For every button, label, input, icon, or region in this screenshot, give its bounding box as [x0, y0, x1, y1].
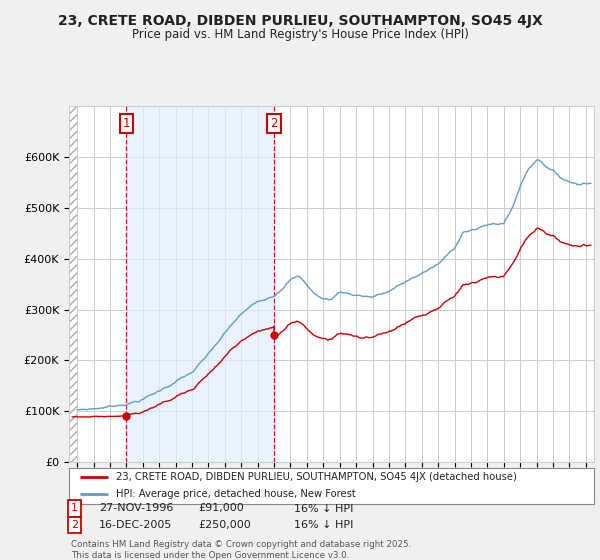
Text: HPI: Average price, detached house, New Forest: HPI: Average price, detached house, New … [116, 489, 356, 499]
Text: 2: 2 [271, 117, 278, 130]
Text: 1: 1 [71, 503, 78, 514]
Text: Contains HM Land Registry data © Crown copyright and database right 2025.
This d: Contains HM Land Registry data © Crown c… [71, 540, 411, 560]
Text: 16% ↓ HPI: 16% ↓ HPI [294, 520, 353, 530]
Text: £91,000: £91,000 [198, 503, 244, 514]
Bar [127, 106, 274, 462]
Text: 16% ↓ HPI: 16% ↓ HPI [294, 503, 353, 514]
Text: 27-NOV-1996: 27-NOV-1996 [99, 503, 173, 514]
Text: 1: 1 [122, 117, 130, 130]
Text: 16-DEC-2005: 16-DEC-2005 [99, 520, 172, 530]
Text: £250,000: £250,000 [198, 520, 251, 530]
Text: 2: 2 [71, 520, 78, 530]
Text: Price paid vs. HM Land Registry's House Price Index (HPI): Price paid vs. HM Land Registry's House … [131, 28, 469, 41]
Bar [69, 106, 77, 462]
Text: 23, CRETE ROAD, DIBDEN PURLIEU, SOUTHAMPTON, SO45 4JX (detached house): 23, CRETE ROAD, DIBDEN PURLIEU, SOUTHAMP… [116, 473, 517, 482]
Text: 23, CRETE ROAD, DIBDEN PURLIEU, SOUTHAMPTON, SO45 4JX: 23, CRETE ROAD, DIBDEN PURLIEU, SOUTHAMP… [58, 14, 542, 28]
